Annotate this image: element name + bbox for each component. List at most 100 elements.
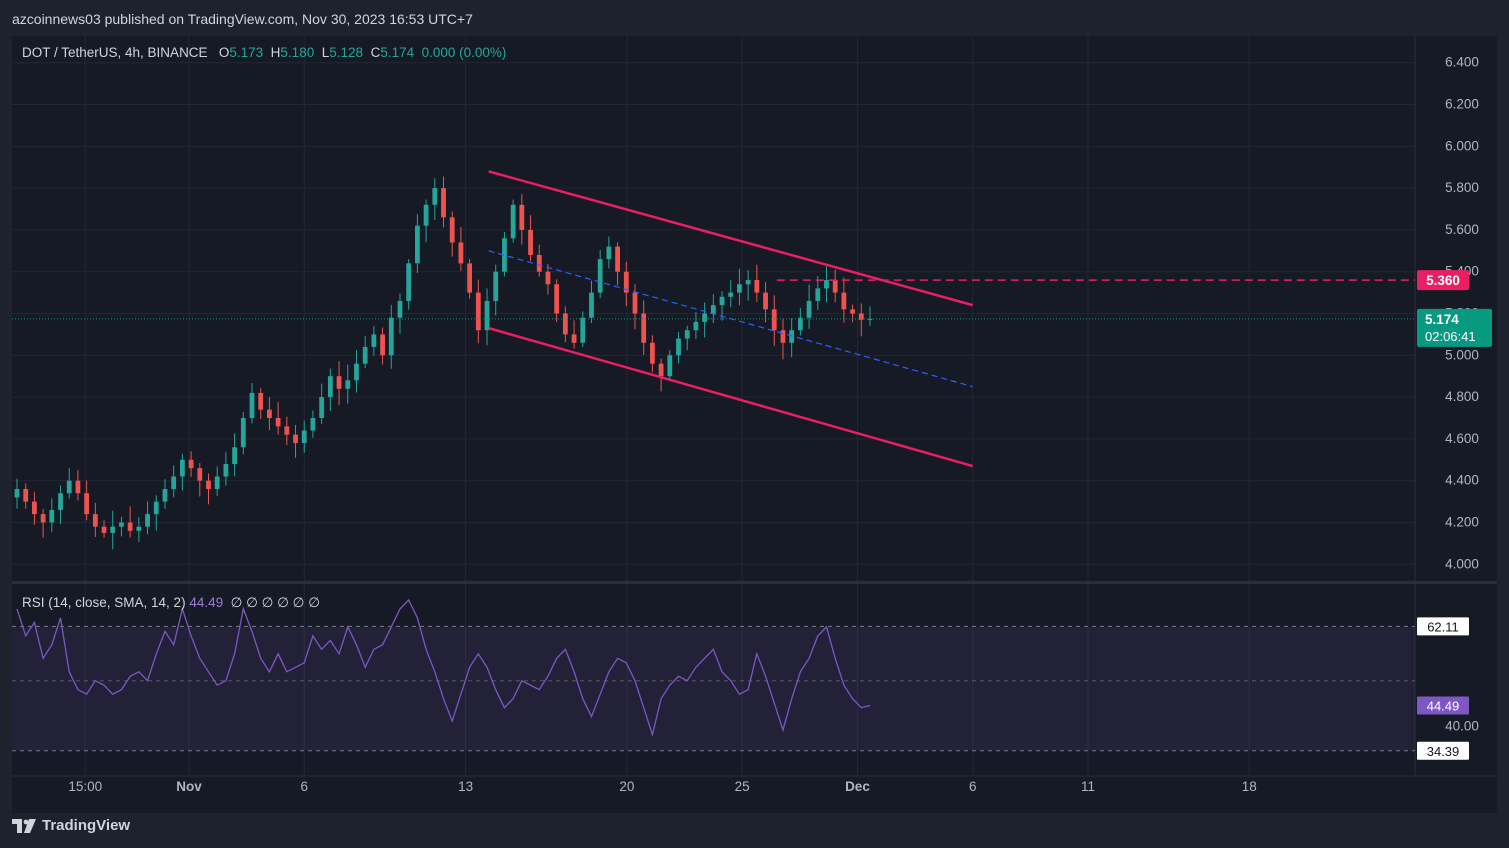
- candle: [84, 480, 90, 521]
- candle: [214, 466, 220, 497]
- candle-body: [528, 229, 533, 255]
- candle: [301, 420, 307, 453]
- candle: [136, 517, 142, 542]
- candle: [519, 193, 525, 245]
- candle-body: [371, 334, 377, 347]
- candle-body: [771, 309, 777, 331]
- tradingview-footer[interactable]: TradingView: [12, 815, 212, 839]
- candle: [458, 227, 464, 271]
- time-tick-label: Nov: [176, 779, 202, 794]
- candle-body: [336, 376, 342, 389]
- price-tick-label: 6.000: [1445, 138, 1479, 153]
- candle: [380, 327, 385, 365]
- candle-body: [58, 493, 63, 510]
- candles: [14, 176, 873, 550]
- candle: [832, 269, 838, 303]
- candle: [310, 410, 316, 438]
- candle-body: [580, 317, 586, 343]
- candle-body: [66, 480, 72, 494]
- chart-frame[interactable]: 6.4006.2006.0005.8005.6005.4005.2005.000…: [12, 36, 1497, 813]
- candle-body: [797, 317, 803, 331]
- candle-body: [789, 330, 795, 343]
- candle: [441, 176, 446, 228]
- candle: [737, 268, 742, 306]
- candle-body: [693, 321, 699, 331]
- candle: [423, 199, 429, 243]
- candle: [623, 261, 629, 307]
- candle: [23, 483, 29, 509]
- price-tick-label: 4.800: [1445, 389, 1479, 404]
- candle: [32, 491, 37, 525]
- last-price-label: 5.174: [1425, 312, 1459, 327]
- change-value: 0.000 (0.00%): [421, 45, 507, 60]
- price-tick-label: 4.000: [1445, 556, 1479, 571]
- price-tick-label: 5.000: [1445, 347, 1479, 362]
- candle-body: [676, 338, 681, 356]
- candle: [684, 325, 690, 351]
- candle-body: [702, 313, 708, 322]
- time-tick-label: Dec: [845, 779, 870, 794]
- candle-body: [14, 489, 20, 498]
- candle-body: [145, 514, 150, 527]
- candle: [763, 282, 768, 323]
- symbol-legend[interactable]: DOT / TetherUS, 4h, BINANCE O5.173 H5.18…: [22, 45, 506, 60]
- candle-body: [319, 397, 325, 418]
- candle-body: [75, 480, 81, 494]
- candle: [502, 231, 507, 277]
- close-label: C: [370, 45, 381, 60]
- candle: [449, 211, 455, 257]
- candle-body: [423, 204, 429, 226]
- candle: [319, 383, 325, 424]
- candle-body: [40, 514, 46, 523]
- candle-body: [841, 292, 847, 310]
- candle-body: [206, 480, 211, 490]
- candle: [397, 293, 403, 334]
- candle-body: [650, 342, 655, 364]
- candle: [606, 236, 612, 269]
- candle: [571, 320, 577, 349]
- high-label: H: [270, 45, 281, 60]
- candle-body: [310, 417, 316, 431]
- last-price-tag: [1417, 308, 1492, 347]
- candle: [562, 306, 568, 343]
- candle: [510, 199, 516, 243]
- price-tick-label: 6.200: [1445, 97, 1479, 112]
- candle-body: [188, 459, 194, 469]
- candle: [371, 326, 377, 356]
- candle: [101, 520, 107, 538]
- rsi-value-tag-label: 44.49: [1427, 698, 1460, 713]
- low-label: L: [321, 45, 330, 60]
- time-tick-label: 15:00: [68, 779, 102, 794]
- high-value: 5.180: [280, 45, 315, 60]
- candle-body: [763, 292, 768, 310]
- price-tick-label: 5.600: [1445, 222, 1479, 237]
- candle-body: [414, 225, 420, 264]
- candle: [658, 358, 664, 392]
- candle-body: [179, 459, 185, 477]
- rsi-legend[interactable]: RSI (14, close, SMA, 14, 2) 44.49 ∅ ∅ ∅ …: [22, 595, 320, 611]
- candle: [388, 304, 394, 369]
- open-label: O: [218, 45, 230, 60]
- candle-body: [301, 430, 307, 444]
- candle: [815, 276, 821, 311]
- level-price-label: 5.360: [1426, 273, 1460, 288]
- candle: [240, 412, 246, 455]
- rsi-title[interactable]: RSI (14, close, SMA, 14, 2): [22, 595, 186, 610]
- candle-body: [467, 263, 473, 293]
- candle-body: [658, 363, 664, 377]
- candle: [206, 473, 211, 505]
- candle: [528, 215, 533, 261]
- candle: [554, 279, 560, 323]
- candle-body: [728, 292, 734, 297]
- candle: [867, 306, 873, 326]
- candle: [536, 244, 542, 277]
- candle: [75, 470, 81, 501]
- price-tick-label: 4.600: [1445, 431, 1479, 446]
- chart-canvas[interactable]: 6.4006.2006.0005.8005.6005.4005.2005.000…: [12, 36, 1497, 813]
- symbol-name[interactable]: DOT / TetherUS, 4h, BINANCE: [22, 45, 208, 60]
- candle: [493, 264, 499, 316]
- candle: [145, 501, 150, 535]
- candle-body: [562, 313, 568, 335]
- candle-body: [49, 509, 55, 523]
- candle-body: [258, 392, 264, 410]
